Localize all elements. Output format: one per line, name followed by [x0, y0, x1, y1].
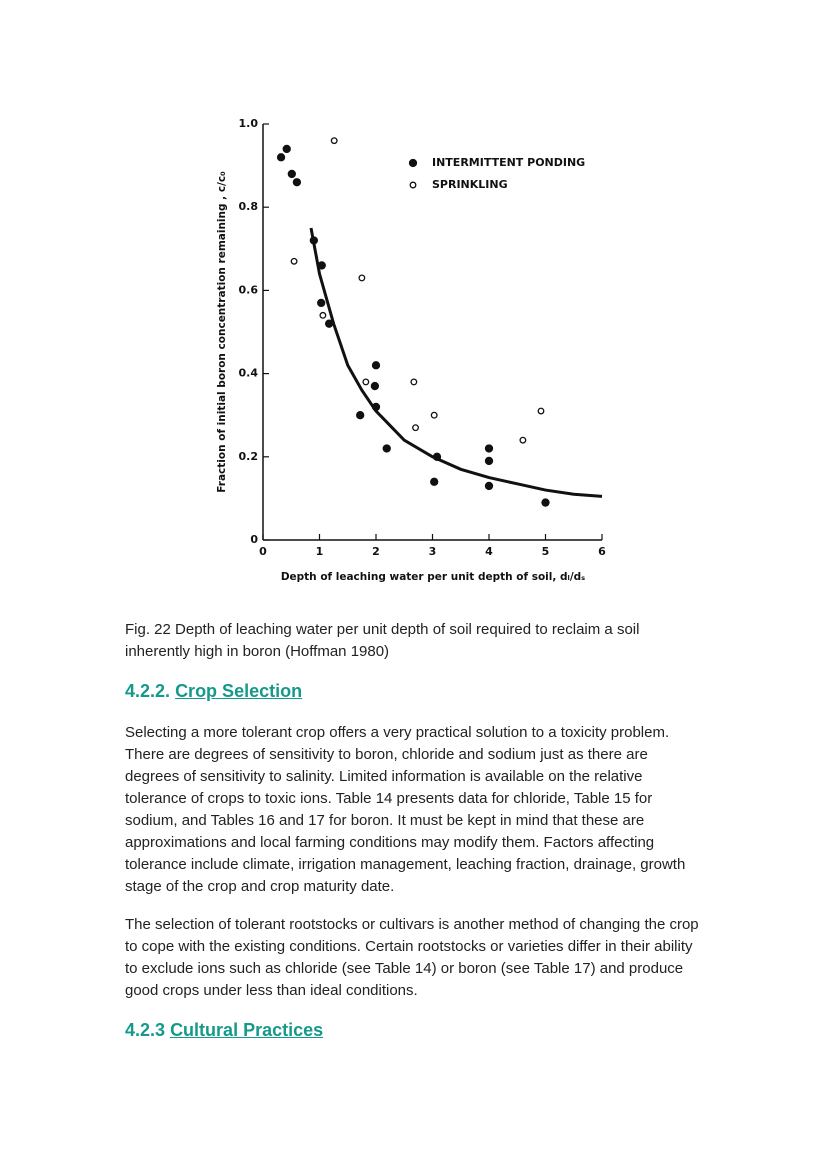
- section-heading: 4.2.2. Crop Selection: [125, 681, 302, 702]
- data-point: [292, 178, 302, 187]
- y-tick-label: 0.4: [239, 367, 259, 380]
- data-point: [330, 137, 338, 145]
- data-point: [276, 153, 286, 162]
- x-tick-label: 5: [542, 545, 550, 558]
- data-point: [324, 319, 334, 328]
- data-point: [382, 444, 391, 453]
- legend-marker: [408, 158, 418, 168]
- legend-label: INTERMITTENT PONDING: [432, 156, 585, 169]
- data-point: [371, 402, 381, 412]
- data-point: [484, 481, 494, 491]
- data-point: [290, 257, 298, 265]
- y-tick-label: 0.8: [239, 200, 259, 213]
- data-point: [282, 144, 291, 154]
- data-point: [537, 407, 545, 415]
- data-point: [356, 411, 365, 420]
- y-tick-label: 1.0: [239, 117, 259, 130]
- paragraph: The selection of tolerant rootstocks or …: [125, 916, 699, 999]
- data-point: [317, 298, 326, 308]
- data-point: [432, 452, 442, 461]
- data-point: [370, 381, 380, 391]
- data-point: [358, 274, 366, 282]
- fit-curve: [309, 227, 603, 498]
- section-link[interactable]: Cultural Practices: [170, 1020, 324, 1040]
- data-point: [319, 311, 327, 319]
- data-point: [430, 411, 438, 419]
- x-tick-label: 3: [429, 545, 437, 558]
- data-point: [484, 444, 494, 453]
- data-point: [371, 361, 381, 370]
- data-point: [484, 456, 494, 466]
- section-number: 4.2.3: [125, 1020, 166, 1040]
- data-point: [410, 378, 418, 386]
- y-tick-label: 0: [250, 533, 258, 546]
- data-point: [412, 424, 419, 432]
- figure-caption: Fig. 22 Depth of leaching water per unit…: [125, 621, 640, 660]
- data-point: [362, 378, 370, 386]
- x-tick-label: 0: [259, 545, 267, 558]
- legend-marker: [409, 181, 417, 189]
- data-point: [519, 436, 527, 444]
- data-point: [287, 169, 296, 179]
- x-tick-label: 4: [485, 545, 493, 558]
- legend-label: SPRINKLING: [432, 178, 508, 191]
- y-axis-label: Fraction of initial boron concentration …: [216, 171, 228, 493]
- y-tick-label: 0.6: [239, 283, 259, 296]
- y-tick-label: 0.2: [239, 450, 259, 463]
- x-tick-label: 2: [372, 545, 380, 558]
- x-tick-label: 1: [316, 545, 324, 558]
- x-tick-label: 6: [598, 545, 606, 558]
- data-point: [541, 498, 550, 507]
- figure: Fraction of initial boron concentration …: [216, 117, 606, 583]
- data-point: [309, 236, 319, 245]
- section-heading: 4.2.3 Cultural Practices: [125, 1020, 323, 1041]
- section-number: 4.2.2.: [125, 681, 171, 701]
- section-link[interactable]: Crop Selection: [175, 681, 303, 701]
- data-point: [317, 261, 326, 270]
- x-axis-label: Depth of leaching water per unit depth o…: [281, 571, 585, 583]
- paragraph: Selecting a more tolerant crop offers a …: [125, 724, 686, 895]
- data-point: [430, 477, 439, 486]
